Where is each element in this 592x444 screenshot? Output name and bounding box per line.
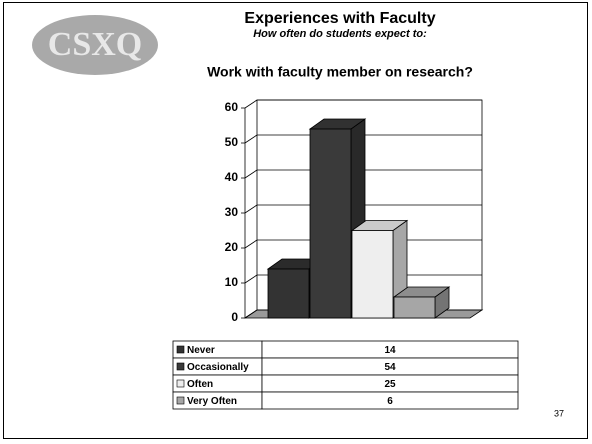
grid-line-side — [244, 239, 258, 249]
y-tick-label: 0 — [231, 310, 238, 324]
y-tick-label: 40 — [225, 170, 239, 184]
y-tick-label: 50 — [225, 135, 239, 149]
legend-label: Very Often — [187, 396, 237, 407]
table-value: 25 — [384, 379, 396, 390]
legend-swatch — [176, 396, 185, 405]
y-tick-label: 30 — [225, 205, 239, 219]
grid-line-side — [244, 204, 258, 214]
y-tick-label: 10 — [225, 275, 239, 289]
table-value: 54 — [384, 362, 396, 373]
legend-swatch — [176, 345, 185, 354]
slide-title: Experiences with Faculty — [244, 10, 435, 27]
grid-line-side — [244, 274, 258, 284]
grid-line-side — [244, 169, 258, 179]
legend-label: Never — [187, 345, 215, 356]
chart-title: Work with faculty member on research? — [207, 64, 473, 80]
y-tick-label: 20 — [225, 240, 239, 254]
bar — [309, 128, 352, 319]
grid-line-side — [244, 309, 258, 319]
y-tick-label: 60 — [225, 100, 239, 114]
legend-swatch — [176, 362, 185, 371]
bar — [267, 268, 310, 319]
slide-subtitle: How often do students expect to: — [253, 28, 427, 40]
grid-line-side — [244, 134, 258, 144]
logo-oval — [32, 15, 158, 75]
legend-label: Often — [187, 379, 213, 390]
table-value: 6 — [387, 396, 393, 407]
bar — [351, 230, 394, 319]
legend-label: Occasionally — [187, 362, 249, 373]
table-cell — [261, 391, 519, 410]
table-value: 14 — [384, 345, 396, 356]
page-number: 37 — [554, 408, 564, 418]
logo-text: CSXQ — [48, 26, 142, 63]
grid-line-side — [244, 99, 258, 109]
bar — [393, 296, 436, 319]
legend-swatch — [176, 379, 185, 388]
